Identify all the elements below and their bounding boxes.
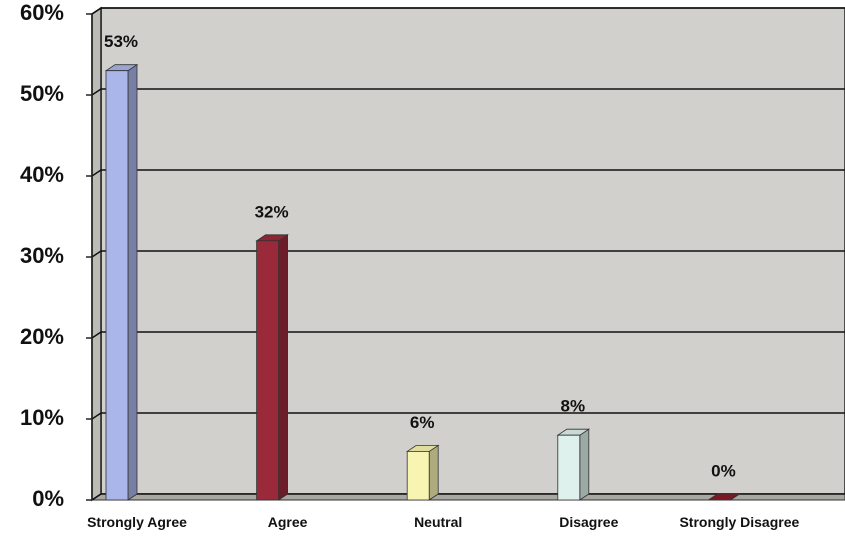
x-tick-label: Strongly Agree bbox=[87, 514, 187, 530]
data-label: 53% bbox=[104, 32, 138, 51]
grid-line-side bbox=[91, 250, 102, 258]
grid-line-side bbox=[91, 169, 102, 177]
data-label: 32% bbox=[255, 202, 289, 221]
x-tick-label: Neutral bbox=[414, 514, 463, 530]
grid-line-side bbox=[91, 493, 102, 501]
y-tick-label: 0% bbox=[32, 486, 64, 511]
grid-line-side bbox=[91, 331, 102, 339]
data-label: 0% bbox=[711, 461, 736, 480]
y-tick-label: 10% bbox=[20, 405, 64, 430]
bar-side bbox=[278, 234, 289, 501]
x-tick-label: Disagree bbox=[559, 514, 619, 530]
y-tick-label: 60% bbox=[20, 0, 64, 25]
x-tick-label: Strongly Disagree bbox=[679, 514, 800, 530]
y-tick-label: 50% bbox=[20, 81, 64, 106]
x-tick-label: Agree bbox=[267, 514, 308, 530]
grid-line-side bbox=[91, 412, 102, 420]
bar bbox=[406, 450, 430, 501]
bar bbox=[105, 70, 129, 501]
grid-line-side bbox=[91, 7, 102, 15]
grid-line-side bbox=[91, 88, 102, 96]
bar-side bbox=[579, 428, 590, 501]
y-tick-label: 20% bbox=[20, 324, 64, 349]
bar bbox=[557, 434, 581, 501]
bar-top bbox=[707, 493, 741, 501]
y-tick-label: 40% bbox=[20, 162, 64, 187]
bar-side bbox=[428, 444, 439, 501]
data-label: 6% bbox=[410, 413, 435, 432]
y-tick-label: 30% bbox=[20, 243, 64, 268]
data-label: 8% bbox=[561, 397, 586, 416]
bar-side bbox=[127, 63, 138, 501]
bar bbox=[256, 240, 280, 501]
